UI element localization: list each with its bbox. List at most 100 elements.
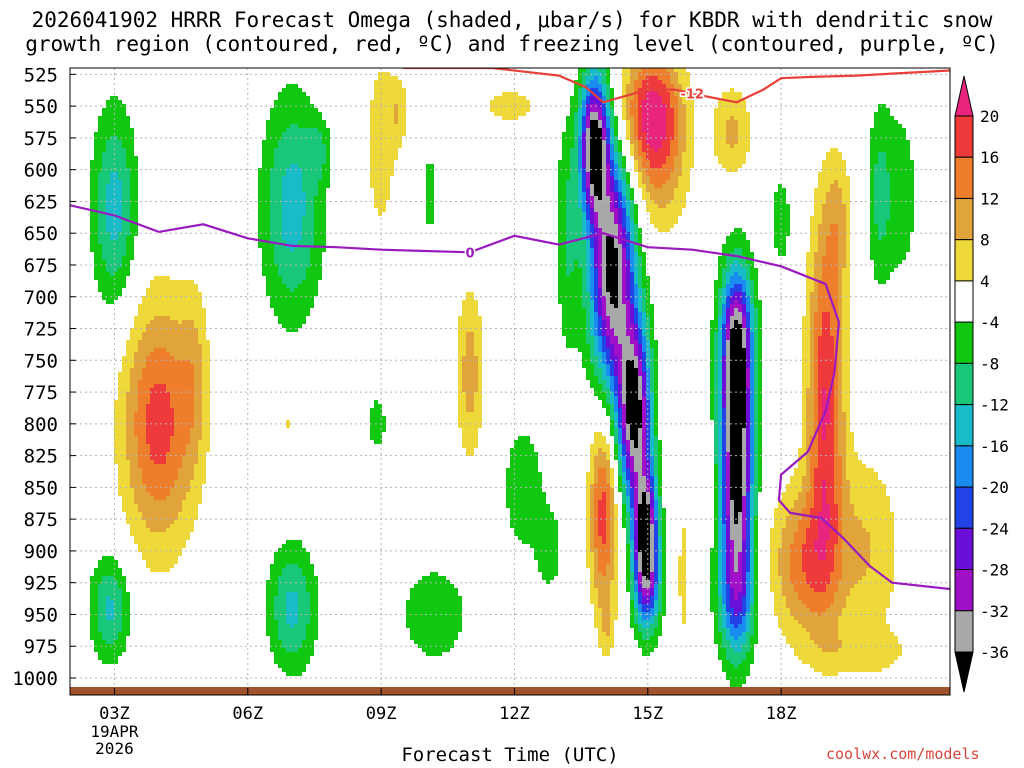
omega-cell <box>638 488 646 492</box>
omega-cell <box>826 156 842 160</box>
omega-cell <box>822 168 846 172</box>
omega-cell <box>754 556 758 560</box>
omega-cell <box>602 232 618 236</box>
omega-cell <box>658 568 662 572</box>
omega-cell <box>842 324 850 328</box>
omega-cell <box>598 528 606 532</box>
omega-cell <box>126 252 134 256</box>
omega-cell <box>566 252 586 256</box>
omega-cell <box>566 228 582 232</box>
omega-cell <box>806 420 814 424</box>
omega-cell <box>602 272 606 276</box>
omega-cell <box>842 496 850 500</box>
omega-cell <box>258 228 270 232</box>
omega-cell <box>122 212 130 216</box>
omega-cell <box>146 292 202 296</box>
omega-cell <box>634 548 638 552</box>
omega-cell <box>642 364 646 368</box>
omega-cell <box>718 456 722 460</box>
omega-cell <box>126 428 134 432</box>
omega-cell <box>726 608 734 612</box>
omega-cell <box>674 84 682 88</box>
omega-cell <box>654 440 658 444</box>
omega-cell <box>730 552 734 556</box>
omega-cell <box>746 608 750 612</box>
omega-cell <box>510 512 554 516</box>
omega-cell <box>834 592 850 596</box>
omega-cell <box>278 592 286 596</box>
omega-cell <box>626 372 638 376</box>
omega-cell <box>750 420 754 424</box>
omega-cell <box>730 296 742 300</box>
omega-cell <box>102 244 126 248</box>
omega-cell <box>614 192 618 196</box>
omega-cell <box>630 232 634 236</box>
omega-cell <box>194 468 206 472</box>
omega-cell <box>462 388 478 392</box>
omega-cell <box>726 400 730 404</box>
omega-cell <box>614 120 618 124</box>
omega-cell <box>146 412 174 416</box>
omega-cell <box>658 512 662 516</box>
omega-cell <box>118 176 130 180</box>
omega-cell <box>306 576 318 580</box>
omega-cell <box>622 468 626 472</box>
omega-cell <box>602 244 606 248</box>
omega-cell <box>258 176 270 180</box>
omega-cell <box>590 312 594 316</box>
omega-cell <box>314 200 326 204</box>
omega-cell <box>610 140 614 144</box>
omega-cell <box>842 388 850 392</box>
omega-cell <box>790 608 810 612</box>
omega-cell <box>558 236 566 240</box>
omega-cell <box>818 396 822 400</box>
omega-cell <box>722 340 726 344</box>
omega-cell <box>622 180 626 184</box>
omega-cell <box>654 492 658 496</box>
omega-cell <box>602 616 610 620</box>
omega-cell <box>174 424 194 428</box>
omega-cell <box>650 636 658 640</box>
omega-cell <box>654 628 662 632</box>
omega-cell <box>714 144 730 148</box>
omega-cell <box>146 416 174 420</box>
omega-cell <box>654 588 658 592</box>
omega-cell <box>582 200 586 204</box>
omega-cell <box>742 596 746 600</box>
omega-cell <box>458 328 482 332</box>
omega-cell <box>758 324 762 328</box>
omega-cell <box>806 292 810 296</box>
omega-cell <box>658 540 662 544</box>
omega-cell <box>590 228 594 232</box>
omega-cell <box>562 156 570 160</box>
omega-cell <box>802 416 806 420</box>
omega-cell <box>310 620 318 624</box>
omega-cell <box>190 480 206 484</box>
omega-cell <box>142 512 178 516</box>
omega-cell <box>622 484 626 488</box>
omega-cell <box>662 508 666 512</box>
omega-cell <box>838 536 842 540</box>
omega-cell <box>714 540 718 544</box>
omega-cell <box>870 556 894 560</box>
omega-cell <box>598 80 602 84</box>
omega-cell <box>714 284 722 288</box>
omega-cell <box>618 276 622 280</box>
omega-cell <box>714 508 718 512</box>
omega-cell <box>750 508 754 512</box>
omega-cell <box>734 272 738 276</box>
omega-cell <box>746 428 750 432</box>
omega-cell <box>654 148 658 152</box>
omega-cell <box>602 156 606 160</box>
omega-cell <box>778 564 790 568</box>
omega-cell <box>746 496 750 500</box>
omega-cell <box>790 508 802 512</box>
omega-cell <box>190 428 202 432</box>
omega-cell <box>746 540 750 544</box>
omega-cell <box>778 620 798 624</box>
omega-cell <box>670 72 678 76</box>
omega-cell <box>582 196 586 200</box>
omega-cell <box>822 256 838 260</box>
omega-cell <box>650 524 654 528</box>
omega-cell <box>558 248 566 252</box>
